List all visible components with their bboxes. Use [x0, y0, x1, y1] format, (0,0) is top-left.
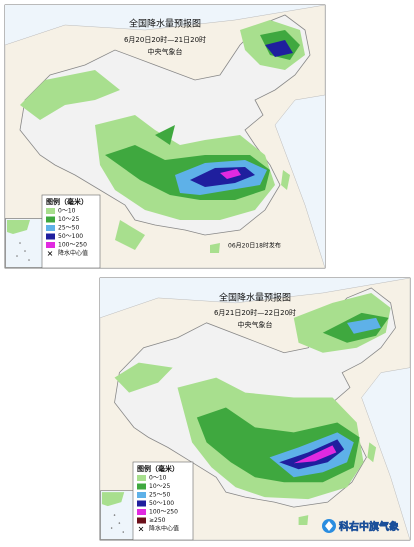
legend-swatch	[46, 233, 55, 240]
legend-swatch	[137, 517, 146, 524]
map-area	[100, 278, 410, 540]
map-title: 全国降水量预报图	[219, 292, 291, 304]
legend-label: 10～25	[149, 483, 170, 490]
legend-swatch	[137, 500, 146, 507]
legend-label: 50～100	[149, 500, 174, 507]
legend-swatch	[46, 225, 55, 231]
legend-title: 图例（毫米）	[137, 464, 179, 473]
map-issuer: 中央气象台	[238, 320, 273, 329]
center-mark-icon	[138, 526, 144, 532]
map-area	[5, 5, 325, 268]
legend-swatch	[137, 492, 146, 498]
rain-areas	[114, 292, 391, 500]
watermark: 科右中旗气象	[322, 519, 399, 533]
legend-label: 0～10	[58, 208, 76, 215]
legend-label: 100～250	[149, 509, 178, 516]
legend-swatch	[46, 208, 55, 214]
legend-swatch	[137, 475, 146, 481]
legend-label: 100～250	[58, 242, 87, 249]
legend-label: 降水中心值	[149, 525, 179, 533]
watermark-text: 科右中旗气象	[339, 520, 399, 533]
legend-label: 降水中心值	[58, 249, 88, 257]
legend-swatch	[46, 242, 55, 248]
release-time: 06月20日18时发布	[228, 242, 281, 250]
map-period: 6月20日20时—21日20时	[124, 35, 206, 44]
legend-label: 10～25	[58, 216, 79, 223]
center-mark-icon	[47, 251, 53, 256]
legend-swatch	[137, 509, 146, 515]
legend-swatch	[46, 216, 55, 223]
legend-label: 25～50	[149, 492, 170, 499]
map-title: 全国降水量预报图	[129, 18, 201, 30]
legend-title: 图例（毫米）	[46, 197, 88, 206]
legend-label: 25～50	[58, 225, 79, 232]
map-issuer: 中央气象台	[148, 47, 183, 56]
map-period: 6月21日20时—22日20时	[214, 308, 296, 317]
legend-swatch	[137, 483, 146, 490]
legend-label: ≥250	[149, 517, 166, 524]
legend-label: 0～10	[149, 475, 167, 482]
rain-areas	[20, 20, 305, 250]
legend-label: 50～100	[58, 233, 83, 240]
